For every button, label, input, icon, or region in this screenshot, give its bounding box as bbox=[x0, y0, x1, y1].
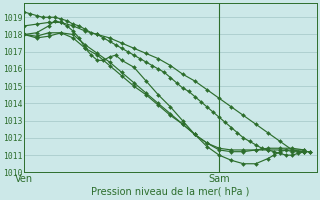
X-axis label: Pression niveau de la mer( hPa ): Pression niveau de la mer( hPa ) bbox=[91, 187, 250, 197]
